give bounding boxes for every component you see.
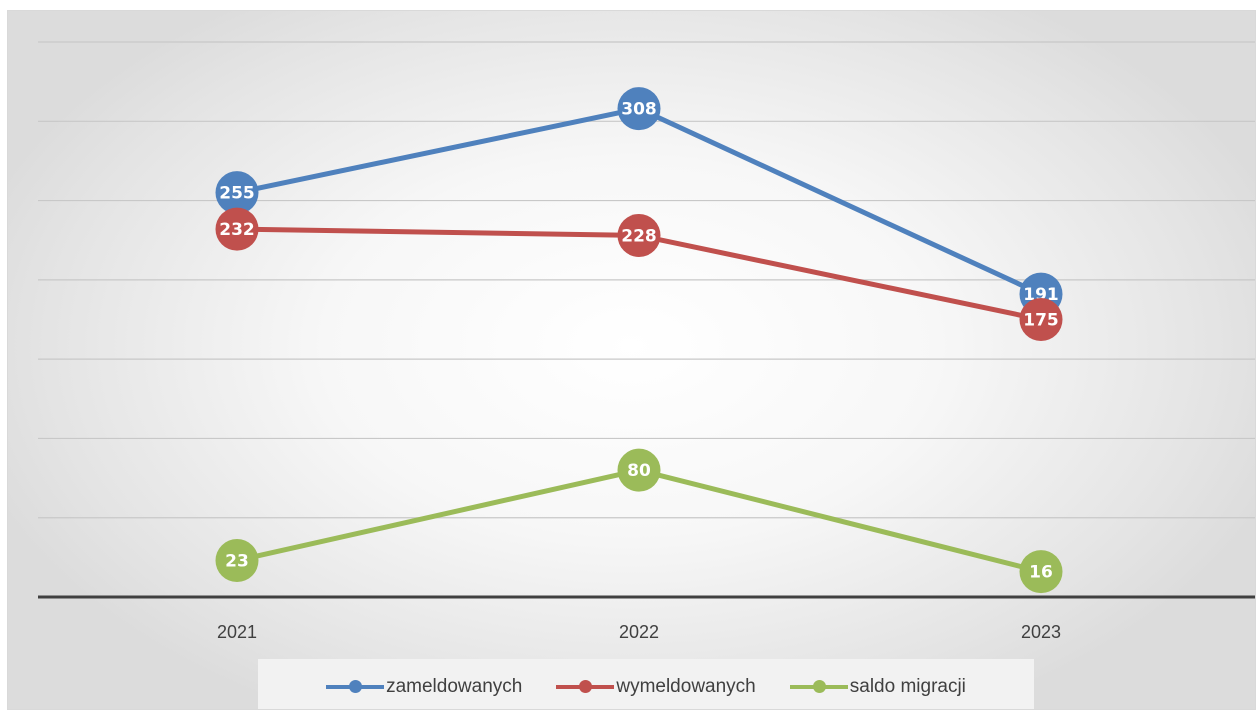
x-tick-label: 2023 xyxy=(1021,622,1061,642)
data-label: 23 xyxy=(225,552,249,572)
data-point-marker xyxy=(215,539,259,583)
series-line-0 xyxy=(234,106,1044,297)
chart-area: 2021 2022 2023 255 308 191 232 228 175 23 80 16 za… xyxy=(7,10,1256,710)
data-label: 80 xyxy=(627,461,651,481)
legend-swatch xyxy=(556,680,615,694)
data-label: 16 xyxy=(1029,563,1053,583)
data-label: 175 xyxy=(1023,311,1059,331)
legend: zameldowanych wymeldowanych saldo migracji xyxy=(258,659,1034,709)
x-axis: 2021 2022 2023 xyxy=(38,595,1255,642)
data-label: 228 xyxy=(621,226,657,246)
legend-swatch xyxy=(326,680,385,694)
x-tick-label: 2021 xyxy=(217,622,257,642)
data-label: 308 xyxy=(621,100,657,120)
legend-item: zameldowanych xyxy=(326,676,522,698)
legend-label: saldo migracji xyxy=(849,676,966,697)
data-label: 255 xyxy=(219,184,255,204)
data-point-marker xyxy=(1019,550,1063,594)
data-label: 232 xyxy=(219,220,255,240)
data-point-marker xyxy=(617,448,661,492)
series-lines xyxy=(234,106,1044,575)
legend-item: saldo migracji xyxy=(789,676,966,698)
legend-swatch xyxy=(789,680,848,694)
legend-label: zameldowanych xyxy=(386,676,523,697)
data-point-marker xyxy=(617,213,661,257)
data-point-marker xyxy=(215,207,259,251)
data-point-marker xyxy=(1019,298,1063,342)
legend-item: wymeldowanych xyxy=(556,676,756,698)
data-point-marker xyxy=(617,87,661,131)
data-point-marker xyxy=(215,171,259,215)
x-tick-label: 2022 xyxy=(619,622,659,642)
legend-label: wymeldowanych xyxy=(616,676,756,697)
